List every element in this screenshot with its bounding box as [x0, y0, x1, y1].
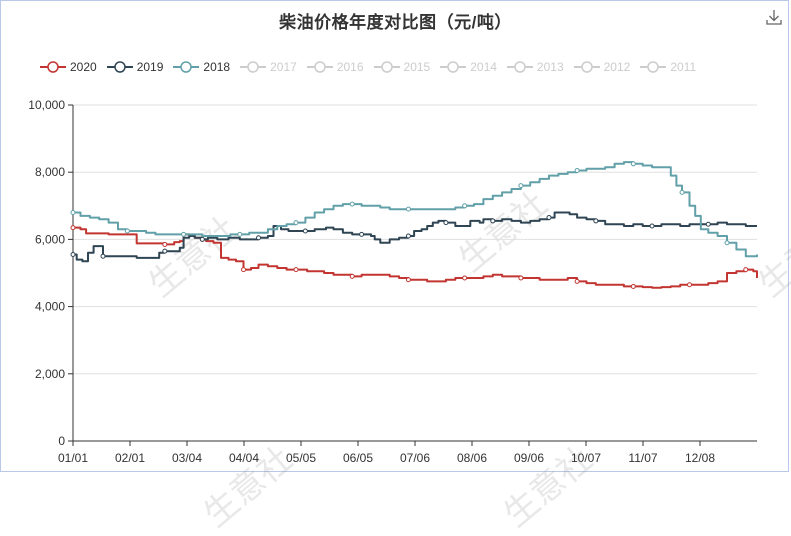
data-point-2020[interactable] — [687, 282, 693, 288]
legend-item-2019[interactable]: 2019 — [106, 58, 164, 76]
data-point-2019[interactable] — [302, 228, 308, 234]
data-point-2020[interactable] — [518, 275, 524, 281]
data-point-2018[interactable] — [724, 240, 730, 246]
data-point-2020[interactable] — [462, 275, 468, 281]
data-point-2020[interactable] — [70, 225, 76, 231]
legend-label: 2018 — [203, 60, 231, 74]
data-point-2020[interactable] — [293, 267, 299, 273]
data-point-2019[interactable] — [359, 231, 365, 237]
legend-label: 2014 — [470, 60, 497, 74]
legend-item-2020[interactable]: 2020 — [40, 58, 97, 76]
data-point-2019[interactable] — [443, 220, 449, 226]
legend-label: 2019 — [136, 60, 164, 74]
legend-line-circle-icon — [40, 61, 66, 73]
data-point-2019[interactable] — [546, 215, 552, 221]
x-tick-label: 03/04 — [172, 451, 202, 465]
x-tick-label: 05/05 — [286, 451, 316, 465]
legend-line-circle-icon — [240, 61, 267, 73]
legend-line-circle-icon — [306, 61, 333, 73]
series-line-2018[interactable] — [73, 161, 758, 258]
line-chart: 0 2,000 4,000 6,000 8,000 10,000 01/01 02/01 03/… — [28, 98, 758, 465]
data-point-2020[interactable] — [630, 283, 636, 289]
data-point-2020[interactable] — [241, 267, 247, 273]
data-point-2018[interactable] — [518, 183, 524, 189]
legend-label: 2015 — [403, 60, 431, 74]
legend-item-2015[interactable]: 2015 — [373, 58, 431, 76]
data-point-2019[interactable] — [705, 221, 711, 227]
data-point-2018[interactable] — [70, 210, 76, 216]
legend-label: 2016 — [336, 60, 364, 74]
x-tick-label: 09/06 — [514, 451, 544, 465]
series-layer — [70, 161, 758, 289]
y-tick-label: 0 — [58, 434, 65, 448]
y-tick-label: 8,000 — [35, 165, 65, 179]
series-line-2020[interactable] — [73, 226, 758, 289]
series-line-2019[interactable] — [73, 211, 757, 263]
y-tick-label: 4,000 — [35, 300, 65, 314]
legend-line-circle-icon — [106, 61, 133, 73]
legend-line-circle-icon — [640, 61, 667, 73]
legend-label: 2012 — [603, 60, 631, 74]
axes: 0 2,000 4,000 6,000 8,000 10,000 01/01 02/01 03/… — [28, 98, 715, 465]
legend-label: 2017 — [270, 60, 297, 74]
x-tick-label: 04/04 — [229, 451, 259, 465]
legend-line-circle-icon — [440, 61, 467, 73]
data-point-2018[interactable] — [181, 231, 187, 237]
data-point-2019[interactable] — [199, 236, 205, 242]
y-tick-label: 10,000 — [28, 98, 65, 112]
legend-item-2012[interactable]: 2012 — [573, 58, 631, 76]
data-point-2019[interactable] — [405, 233, 411, 239]
y-tick-label: 2,000 — [35, 367, 65, 381]
legend-label: 2013 — [536, 60, 564, 74]
legend-item-2011[interactable]: 2011 — [640, 58, 696, 76]
data-point-2018[interactable] — [349, 201, 355, 207]
x-tick-label: 07/06 — [400, 451, 430, 465]
data-point-2020[interactable] — [405, 277, 411, 283]
legend-item-2016[interactable]: 2016 — [306, 58, 364, 76]
data-point-2018[interactable] — [630, 161, 636, 167]
data-point-2020[interactable] — [743, 267, 749, 273]
x-tick-label: 10/07 — [571, 451, 601, 465]
data-point-2018[interactable] — [237, 231, 243, 237]
chart-title: 柴油价格年度对比图（元/吨） — [279, 13, 512, 32]
x-tick-label: 01/01 — [58, 451, 88, 465]
x-tick-label: 08/06 — [457, 451, 487, 465]
x-tick-label: 06/05 — [343, 451, 373, 465]
data-point-2018[interactable] — [574, 168, 580, 174]
legend-item-2018[interactable]: 2018 — [173, 58, 230, 76]
data-point-2019[interactable] — [649, 223, 655, 229]
x-tick-label: 02/01 — [115, 451, 145, 465]
data-point-2020[interactable] — [349, 273, 355, 279]
x-tick-label: 11/07 — [628, 451, 657, 465]
data-point-2019[interactable] — [593, 218, 599, 224]
legend-item-2014[interactable]: 2014 — [440, 58, 497, 76]
chart-frame — [0, 0, 789, 472]
legend-item-2013[interactable]: 2013 — [506, 58, 564, 76]
legend-line-circle-icon — [573, 61, 600, 73]
x-tick-label: 12/08 — [685, 451, 715, 465]
data-point-2019[interactable] — [162, 248, 168, 254]
legend-label: 2011 — [670, 60, 697, 74]
data-point-2019[interactable] — [490, 218, 496, 224]
y-tick-label: 6,000 — [35, 232, 65, 246]
legend-item-2017[interactable]: 2017 — [240, 58, 297, 76]
data-point-2018[interactable] — [462, 203, 468, 209]
legend-line-circle-icon — [506, 61, 533, 73]
chart-legend: 2020 2019 2018 2017 2016 2015 2014 2013 2012 2011 — [40, 58, 706, 76]
legend-line-circle-icon — [373, 61, 400, 73]
data-point-2020[interactable] — [162, 241, 168, 247]
data-point-2018[interactable] — [293, 220, 299, 226]
download-icon[interactable] — [765, 8, 783, 26]
legend-label: 2020 — [70, 60, 97, 74]
data-point-2018[interactable] — [405, 206, 411, 212]
data-point-2018[interactable] — [124, 228, 130, 234]
data-point-2018[interactable] — [679, 189, 685, 195]
grid-lines — [73, 104, 757, 442]
data-point-2019[interactable] — [70, 252, 76, 258]
data-point-2020[interactable] — [574, 278, 580, 284]
data-point-2019[interactable] — [100, 253, 106, 259]
legend-line-circle-icon — [173, 61, 200, 73]
data-point-2019[interactable] — [256, 235, 262, 241]
